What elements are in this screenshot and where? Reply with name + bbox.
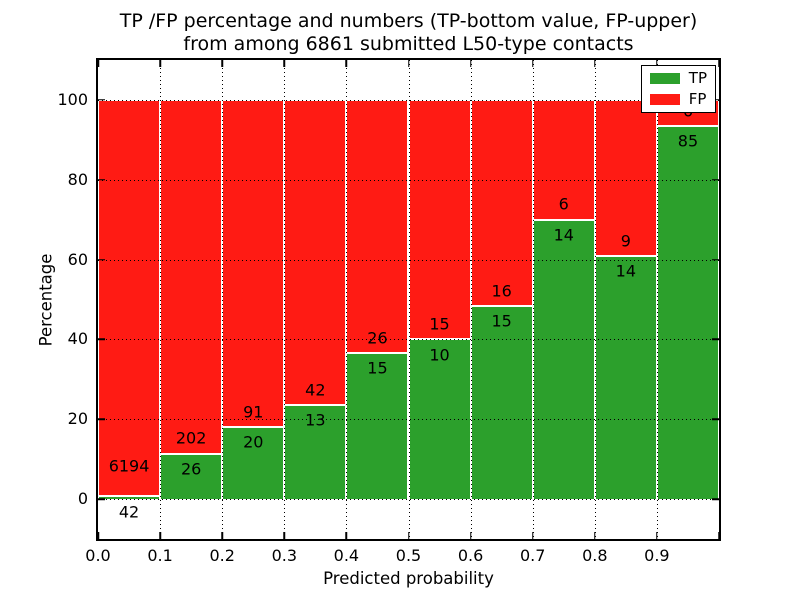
y-tick-label: 100 xyxy=(57,89,88,109)
x-tick-label: 0.4 xyxy=(333,546,360,565)
legend-entry-label: FP xyxy=(688,90,707,108)
legend-entry: FP xyxy=(649,90,707,108)
bar-segment-fp xyxy=(160,99,223,454)
y-tick-label: 0 xyxy=(77,489,88,509)
chart-title: TP /FP percentage and numbers (TP-bottom… xyxy=(96,10,721,56)
x-tick-label: 0.3 xyxy=(271,546,298,565)
legend-entry: TP xyxy=(649,69,707,87)
bar-segment-tp xyxy=(594,256,657,500)
bar-segment-fp xyxy=(408,99,471,340)
plot-area: 6194422022691204213261515101615614914685… xyxy=(96,58,721,541)
x-tick-label: 0.0 xyxy=(85,546,111,565)
legend-entry-label: TP xyxy=(688,69,707,87)
bar-segment-fp xyxy=(470,99,533,306)
tp-legend-swatch xyxy=(649,73,680,84)
bar-segment-fp xyxy=(594,99,657,257)
bar-segment-fp xyxy=(98,99,161,497)
x-tick-label: 0.7 xyxy=(519,546,546,565)
bar-segment-tp xyxy=(284,404,347,500)
bar-segment-fp xyxy=(222,99,285,428)
bars-layer xyxy=(98,60,719,539)
legend: TP FP xyxy=(640,65,716,113)
bar-segment-fp xyxy=(532,99,595,220)
bar-segment-tp xyxy=(160,453,223,500)
bar-segment-tp xyxy=(470,305,533,500)
bar-segment-tp xyxy=(408,339,471,500)
bar-segment-tp xyxy=(656,126,719,500)
y-tick-label: 80 xyxy=(67,169,88,189)
bar-segment-tp xyxy=(346,353,409,500)
bar-segment-tp xyxy=(222,427,285,500)
chart-title-line2: from among 6861 submitted L50-type conta… xyxy=(183,33,634,55)
x-tick-label: 0.6 xyxy=(457,546,484,565)
bar-segment-fp xyxy=(284,99,347,405)
fp-legend-swatch xyxy=(649,94,680,105)
x-tick-label: 0.9 xyxy=(644,546,670,565)
x-tick-label: 0.5 xyxy=(395,546,422,565)
chart-title-line1: TP /FP percentage and numbers (TP-bottom… xyxy=(119,10,698,32)
x-tick-label: 0.1 xyxy=(147,546,173,565)
x-tick-label: 0.2 xyxy=(209,546,235,565)
bar-segment-fp xyxy=(346,99,409,354)
x-axis-label: Predicted probability xyxy=(323,569,494,588)
bar-segment-tp xyxy=(98,496,161,500)
y-tick-label: 60 xyxy=(67,249,88,269)
x-tick-label: 0.8 xyxy=(582,546,608,565)
y-tick-label: 40 xyxy=(67,329,88,349)
bar-segment-tp xyxy=(532,219,595,500)
y-tick-label: 20 xyxy=(67,409,88,429)
